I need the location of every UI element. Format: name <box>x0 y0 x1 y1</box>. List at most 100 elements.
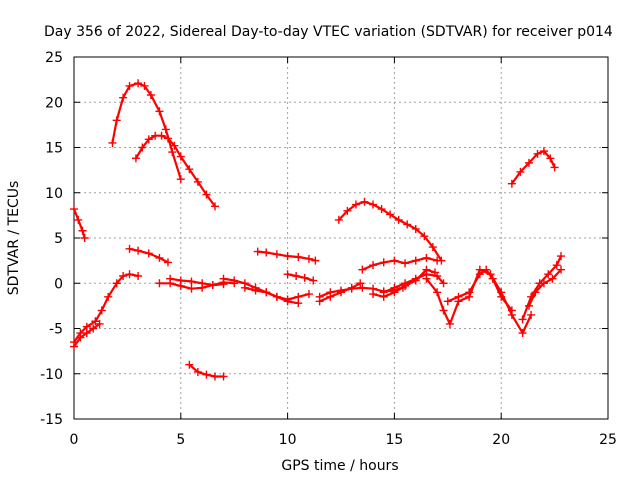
data-point <box>403 220 412 229</box>
series-line <box>527 268 563 307</box>
data-point <box>369 261 378 270</box>
data-point <box>430 268 439 277</box>
data-point <box>358 265 367 274</box>
y-axis-label: SDTVAR / TECUs <box>6 181 22 296</box>
data-point <box>439 279 448 288</box>
data-point <box>475 270 484 279</box>
data-point <box>544 270 553 279</box>
data-point <box>210 202 219 211</box>
data-point <box>166 274 175 283</box>
data-point <box>193 177 202 186</box>
data-point <box>292 272 301 281</box>
data-point <box>488 274 497 283</box>
series-arc-23 <box>518 252 566 324</box>
data-point <box>155 279 164 288</box>
series-arc-11 <box>240 283 313 304</box>
y-tick-label: -10 <box>40 367 63 383</box>
series-arc-3 <box>70 319 104 351</box>
data-point <box>552 261 561 270</box>
data-point <box>428 243 437 252</box>
data-point <box>394 215 403 224</box>
data-point <box>219 372 228 381</box>
x-axis-label: GPS time / hours <box>281 458 398 474</box>
data-point <box>112 116 121 125</box>
x-tick-label: 5 <box>176 432 185 448</box>
data-point <box>283 270 292 279</box>
data-point <box>548 274 557 283</box>
y-tick-label: 10 <box>45 186 63 202</box>
data-point <box>347 283 356 292</box>
series-arc-5 <box>131 131 219 211</box>
data-point <box>144 249 153 258</box>
data-series <box>70 79 566 381</box>
data-point <box>369 290 378 299</box>
data-point <box>146 91 155 100</box>
data-point <box>411 256 420 265</box>
data-point <box>557 265 566 274</box>
data-point <box>138 143 147 152</box>
series-line <box>425 268 533 335</box>
data-point <box>104 292 113 301</box>
data-point <box>155 107 164 116</box>
data-point <box>185 165 194 174</box>
data-point <box>272 250 281 259</box>
data-point <box>433 256 442 265</box>
data-point <box>119 93 128 102</box>
y-tick-label: 5 <box>54 231 63 247</box>
data-point <box>70 342 78 351</box>
data-point <box>334 215 343 224</box>
data-point <box>360 197 369 206</box>
data-point <box>386 210 395 219</box>
data-point <box>155 253 164 262</box>
grid <box>74 57 608 419</box>
y-tick-label: 20 <box>45 95 63 111</box>
data-point <box>134 272 143 281</box>
data-point <box>533 149 542 158</box>
data-point <box>168 148 177 157</box>
data-point <box>439 306 448 315</box>
data-point <box>70 205 78 214</box>
data-point <box>527 310 536 319</box>
data-point <box>524 301 533 310</box>
data-point <box>202 190 211 199</box>
data-point <box>198 279 207 288</box>
data-point <box>411 224 420 233</box>
series-arc-19 <box>369 265 439 301</box>
data-point <box>193 367 202 376</box>
data-point <box>507 179 516 188</box>
data-point <box>343 206 352 215</box>
data-point <box>82 329 91 338</box>
series-line <box>72 273 140 344</box>
x-tick-label: 0 <box>70 432 79 448</box>
series-arc-9 <box>185 360 228 381</box>
series-arc-1 <box>70 205 89 242</box>
series-arc-13 <box>283 270 318 285</box>
data-point <box>356 279 365 288</box>
data-point <box>358 283 367 292</box>
series-arc-22 <box>507 147 559 188</box>
data-point <box>108 138 117 147</box>
series-arc-15 <box>315 279 365 306</box>
data-point <box>539 147 548 156</box>
data-point <box>300 273 309 282</box>
axis-ticks: 0 5 10 15 20 25 -15 -10 -5 0 5 10 15 20 25 <box>40 50 617 448</box>
data-point <box>240 283 249 292</box>
data-point <box>251 286 260 295</box>
data-point <box>95 319 104 328</box>
data-point <box>253 247 262 256</box>
data-point <box>185 360 194 369</box>
data-point <box>163 134 172 143</box>
series-arc-21 <box>443 265 516 315</box>
data-point <box>518 315 527 324</box>
data-point <box>516 167 525 176</box>
y-tick-label: 15 <box>45 141 63 157</box>
series-line <box>446 268 513 312</box>
data-point <box>112 279 121 288</box>
data-point <box>539 279 548 288</box>
data-point <box>262 248 271 257</box>
series-arc-7 <box>155 278 239 293</box>
data-point <box>125 81 134 90</box>
data-point <box>187 277 196 286</box>
series-arc-24 <box>524 265 566 310</box>
data-point <box>379 292 388 301</box>
